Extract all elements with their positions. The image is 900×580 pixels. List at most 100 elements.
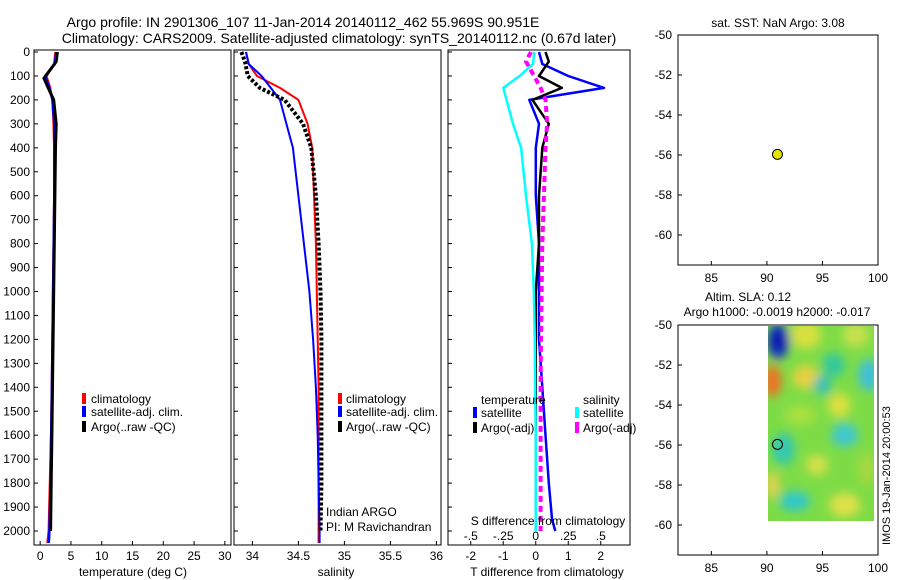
legend-swatch-s-argo [575, 422, 579, 433]
depth-tick-label: 0 [23, 45, 30, 59]
depth-tick-label: 1700 [3, 452, 30, 466]
legend-swatch-satellite [82, 406, 86, 417]
s-difference-x-axis: -.5 -.25 0 .25 .5 [464, 529, 606, 543]
sst-longitude-axis: 85 90 95 100 [705, 261, 888, 285]
latitude-tick-label: -52 [655, 358, 673, 372]
legend-label-satellite: satellite-adj. clim. [91, 405, 183, 419]
depth-tick-label: 1400 [3, 380, 30, 394]
depth-tick-label: 1500 [3, 404, 30, 418]
imos-timestamp: IMOS 19-Jan-2014 20:00:53 [881, 406, 893, 545]
legend-label-climatology: climatology [91, 392, 151, 406]
longitude-tick-label: 85 [705, 561, 719, 575]
depth-tick-label: 200 [10, 93, 30, 107]
latitude-tick-label: -50 [655, 28, 673, 42]
sla-map-panel: Altim. SLA: 0.12 Argo h1000: -0.0019 h20… [655, 290, 889, 575]
sst-latitude-axis: -50 -52 -54 -56 -58 -60 [655, 28, 682, 242]
t-difference-tick-label: -2 [465, 549, 476, 563]
salinity-tick-label: 35 [338, 549, 352, 563]
series-line-2 [239, 51, 324, 532]
depth-axis: 0 100 200 300 400 500 600 700 800 900 1000 1100 1200… [3, 45, 38, 538]
s-difference-tick-label: -.5 [464, 529, 478, 543]
legend-swatch-s-satellite [575, 407, 579, 418]
temperature-tick-label: 0 [37, 549, 44, 563]
depth-tick-label: 1600 [3, 428, 30, 442]
longitude-tick-label: 100 [868, 561, 888, 575]
depth-tick-label: 100 [10, 69, 30, 83]
pi-note: PI: M Ravichandran [326, 520, 431, 534]
t-difference-tick-label: -1 [498, 549, 509, 563]
legend-label-t-argo: Argo(-adj) [481, 421, 534, 435]
series-line-2 [502, 51, 538, 531]
salinity-tick-label: 36 [430, 549, 444, 563]
legend-swatch-climatology [338, 393, 342, 404]
legend-swatch-climatology [82, 393, 86, 404]
heatmap-anomaly [805, 455, 829, 475]
s-difference-axis-label: S difference from climatology [471, 514, 626, 528]
legend-swatch-argo [338, 421, 342, 432]
legend-label-satellite: satellite-adj. clim. [346, 405, 438, 419]
longitude-tick-label: 85 [705, 271, 719, 285]
sst-map-panel: sat. SST: NaN Argo: 3.08 -50 -52 -54 -56 -58… [655, 16, 889, 285]
heatmap-blobs [768, 326, 874, 517]
legend-label-s-argo: Argo(-adj) [583, 421, 636, 435]
difference-axes-frame [447, 49, 631, 546]
temperature-panel: 0100200300400500600700800900100011001200… [3, 45, 232, 579]
heatmap-anomaly [792, 365, 820, 389]
latitude-tick-label: -50 [655, 318, 673, 332]
heatmap-anomaly [828, 393, 851, 417]
temperature-x-axis: 0 5 10 15 20 25 30 [37, 541, 232, 563]
salinity-depth-ticks [234, 51, 238, 532]
salinity-tick-label: 34 [246, 549, 260, 563]
legend-title-salinity: salinity [583, 393, 620, 407]
depth-tick-label: 400 [10, 141, 30, 155]
t-difference-axis-label: T difference from climatology [470, 565, 624, 579]
salinity-tick-label: 34.5 [287, 549, 311, 563]
latitude-tick-label: -58 [655, 478, 673, 492]
salinity-tick-label: 35.5 [379, 549, 403, 563]
heatmap-anomaly [772, 331, 784, 351]
s-difference-tick-label: 0 [532, 529, 539, 543]
series-line-3 [524, 51, 550, 531]
depth-tick-label: 500 [10, 165, 30, 179]
temperature-tick-label: 5 [68, 549, 75, 563]
heatmap-anomaly [858, 359, 874, 391]
heatmap-anomaly [768, 471, 780, 499]
sla-longitude-axis: 85 90 95 100 [705, 551, 888, 575]
legend-title-temperature: temperature [481, 393, 546, 407]
heatmap-background [768, 326, 874, 521]
salinity-axis-label: salinity [318, 565, 355, 579]
longitude-tick-label: 95 [816, 271, 830, 285]
depth-tick-label: 1900 [3, 500, 30, 514]
latitude-tick-label: -56 [655, 438, 673, 452]
heatmap-anomaly [768, 365, 782, 397]
argo-location-marker [771, 438, 783, 450]
heatmap-anomaly [779, 491, 811, 511]
title-line-1: Argo profile: IN 2901306_107 11-Jan-2014… [67, 14, 540, 30]
heatmap-anomaly [790, 326, 822, 349]
heatmap-anomaly [822, 353, 845, 377]
sla-latitude-axis: -50 -52 -54 -56 -58 -60 [655, 318, 682, 532]
t-difference-tick-label: 0 [532, 549, 539, 563]
depth-tick-label: 1200 [3, 332, 30, 346]
s-difference-tick-label: -.25 [493, 529, 514, 543]
sla-map-title: Altim. SLA: 0.12 [705, 290, 791, 304]
temperature-tick-label: 20 [157, 549, 171, 563]
temperature-axes-frame [33, 49, 232, 546]
series-line-0 [245, 51, 320, 543]
heatmap-anomaly [772, 433, 795, 465]
depth-tick-label: 1300 [3, 356, 30, 370]
sla-map-subtitle: Argo h1000: -0.0019 h2000: -0.017 [684, 305, 871, 319]
legend-label-argo: Argo(..raw -QC) [91, 420, 176, 434]
t-difference-x-axis: -2 -1 0 1 2 [465, 541, 604, 563]
legend-label-t-satellite: satellite [481, 406, 522, 420]
depth-tick-label: 700 [10, 213, 30, 227]
heatmap-anomaly [829, 493, 861, 517]
salinity-legend: climatology satellite-adj. clim. Argo(..… [338, 392, 438, 434]
latitude-tick-label: -52 [655, 68, 673, 82]
heatmap-anomaly [784, 405, 816, 425]
depth-tick-label: 800 [10, 237, 30, 251]
sst-map-frame [677, 34, 879, 266]
difference-panel: -2 -1 0 1 2 -.5 -.25 0 .25 .5 S difference from … [447, 49, 636, 579]
temperature-legend: climatology satellite-adj. clim. Argo(..… [82, 392, 183, 434]
